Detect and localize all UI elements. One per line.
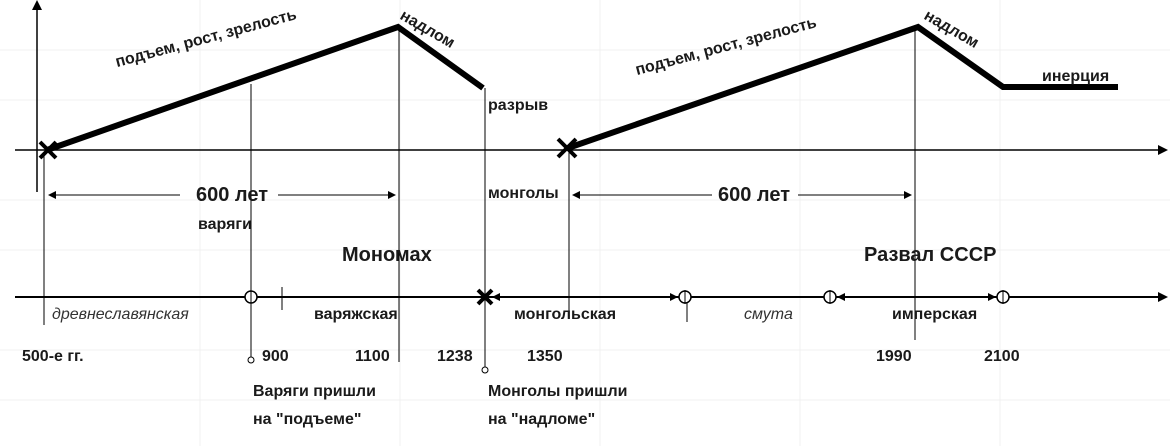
monomakh-label: Мономах (342, 244, 432, 266)
span-2-label: 600 лет (718, 184, 791, 206)
period-mongol: монгольская (514, 306, 617, 323)
imperial-period-left-arrowhead (837, 293, 845, 301)
rupture-marker (476, 288, 494, 306)
period-ancient-slavic: древнеславянская (52, 306, 189, 323)
drop-lines (43, 28, 916, 367)
ussr-collapse-label: Развал СССР (864, 244, 997, 266)
mongols-note-line1: Монголы пришли (488, 383, 628, 400)
period-varangian: варяжская (314, 306, 398, 323)
span-1-label: 600 лет (196, 184, 269, 206)
year-1100: 1100 (355, 348, 390, 365)
span-2-right-arrowhead (904, 191, 912, 199)
upper-axis-arrow (1158, 145, 1168, 155)
year-500: 500-е гг. (22, 348, 84, 365)
small-end-circles (247, 356, 489, 374)
mongols-note-line2: на "надломе" (488, 411, 596, 428)
period-troubles: смута (744, 306, 793, 323)
year-1350: 1350 (527, 348, 563, 365)
year-2100: 2100 (984, 348, 1020, 365)
mongols-label: монголы (488, 185, 559, 202)
cycle-1-line (46, 23, 485, 153)
year-900: 900 (262, 348, 289, 365)
mongol-period-right-arrowhead (670, 293, 678, 301)
imperial-period-right-arrowhead (988, 293, 996, 301)
cycle-1-start-marker (38, 140, 58, 160)
varangians-label: варяги (198, 216, 252, 233)
cycle-2-line (567, 23, 1118, 151)
cycle-2-start-marker (556, 137, 578, 159)
rupture-label: разрыв (488, 97, 549, 114)
lower-axis-arrow (1158, 292, 1168, 302)
span-1-right-arrowhead (388, 191, 396, 199)
varangians-note-line2: на "подъеме" (253, 411, 362, 428)
mongol-period-left-arrowhead (492, 293, 500, 301)
span-2-left-arrowhead (572, 191, 580, 199)
year-1990: 1990 (876, 348, 912, 365)
year-1238: 1238 (437, 348, 473, 365)
span-1-left-arrowhead (48, 191, 56, 199)
inertia-label: инерция (1042, 68, 1110, 85)
lower-circle-crosshairs (250, 290, 1004, 304)
varangians-note-line1: Варяги пришли (253, 383, 376, 400)
period-imperial: имперская (892, 306, 978, 323)
vertical-axis-arrow (32, 0, 42, 10)
